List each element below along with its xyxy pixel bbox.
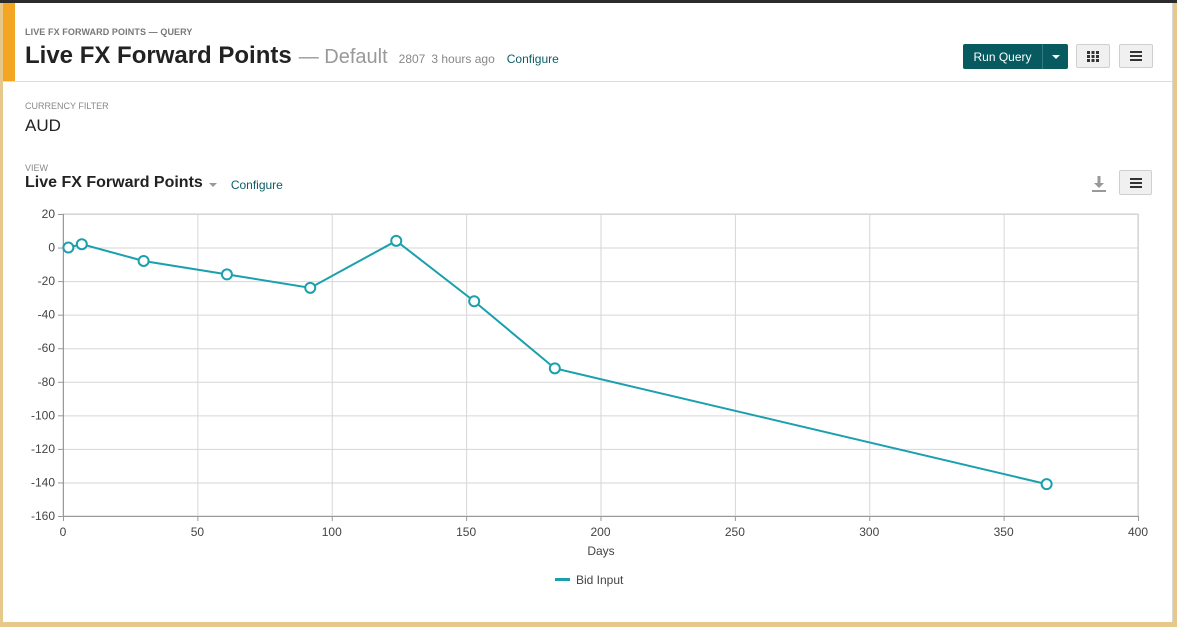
configure-query-link[interactable]: Configure <box>506 52 559 66</box>
data-point[interactable] <box>304 281 317 294</box>
chart-axes: 0 50 100 150 200 250 300 350 400200-20-40-60-80-… <box>31 207 1148 539</box>
view-title[interactable]: Live FX Forward Points <box>25 174 203 191</box>
data-point[interactable] <box>62 241 75 254</box>
run-query-divider <box>1042 44 1043 69</box>
x-tick-label: 250 <box>725 525 745 539</box>
x-tick-label: 400 <box>1128 525 1148 539</box>
y-tick-label: -120 <box>31 442 55 456</box>
grid-icon <box>1087 50 1099 62</box>
data-point[interactable] <box>468 295 481 308</box>
run-options-dropdown[interactable] <box>1043 54 1068 59</box>
y-tick-label: 20 <box>42 207 56 221</box>
header-accent-bar <box>3 3 15 81</box>
header-divider <box>3 81 1173 82</box>
data-point[interactable] <box>548 362 561 375</box>
run-query-button[interactable]: Run Query <box>963 44 1068 69</box>
y-tick-label: -80 <box>38 375 56 389</box>
y-tick-label: -20 <box>38 274 56 288</box>
data-point[interactable] <box>390 234 403 247</box>
y-tick-label: -60 <box>38 341 56 355</box>
page-subtitle: — Default <box>298 46 388 68</box>
breadcrumb: LIVE FX FORWARD POINTS — QUERY <box>25 27 193 37</box>
y-tick-label: -100 <box>31 408 55 422</box>
x-tick-label: 100 <box>322 525 342 539</box>
view-label: VIEW <box>25 163 49 173</box>
data-point[interactable] <box>75 238 88 251</box>
page-title-row: Live FX Forward Points — Default 2807 3 … <box>25 42 559 70</box>
menu-button[interactable] <box>1119 44 1153 68</box>
hamburger-menu-icon <box>1129 177 1142 188</box>
series-line-bid-input <box>68 239 1047 486</box>
run-query-label: Run Query <box>973 49 1032 64</box>
currency-filter-label: CURRENCY FILTER <box>25 101 109 111</box>
data-point[interactable] <box>1040 478 1053 491</box>
y-tick-label: -160 <box>31 509 55 523</box>
x-tick-label: 300 <box>859 525 879 539</box>
query-id: 2807 <box>398 52 426 66</box>
legend-label: Bid Input <box>576 573 624 587</box>
x-tick-label: 350 <box>994 525 1014 539</box>
x-tick-label: 50 <box>191 525 205 539</box>
chart-legend[interactable]: Bid Input <box>555 573 624 587</box>
configure-view-link[interactable]: Configure <box>230 177 283 192</box>
view-dropdown-caret-icon[interactable] <box>208 182 217 187</box>
data-point[interactable] <box>137 254 150 267</box>
view-title-row: Live FX Forward Points Configure <box>25 174 283 192</box>
x-axis-label: Days <box>587 544 614 558</box>
x-tick-label: 150 <box>456 525 476 539</box>
x-tick-label: 200 <box>590 525 610 539</box>
chevron-down-icon <box>1051 54 1060 59</box>
x-tick-label: 0 <box>60 525 67 539</box>
y-tick-label: 0 <box>48 241 55 255</box>
chart-series <box>62 234 1053 491</box>
download-icon[interactable] <box>1090 175 1108 193</box>
hamburger-menu-icon <box>1130 51 1142 61</box>
view-menu-button[interactable] <box>1119 170 1152 195</box>
chart-grid <box>62 213 1139 517</box>
y-tick-label: -140 <box>31 475 55 489</box>
window-top-border <box>0 0 1177 3</box>
y-tick-label: -40 <box>38 308 56 322</box>
last-updated: 3 hours ago <box>431 52 495 66</box>
data-point[interactable] <box>220 268 233 281</box>
grid-view-button[interactable] <box>1076 44 1110 68</box>
page-title: Live FX Forward Points <box>25 42 292 69</box>
currency-filter-value[interactable]: AUD <box>25 116 61 135</box>
